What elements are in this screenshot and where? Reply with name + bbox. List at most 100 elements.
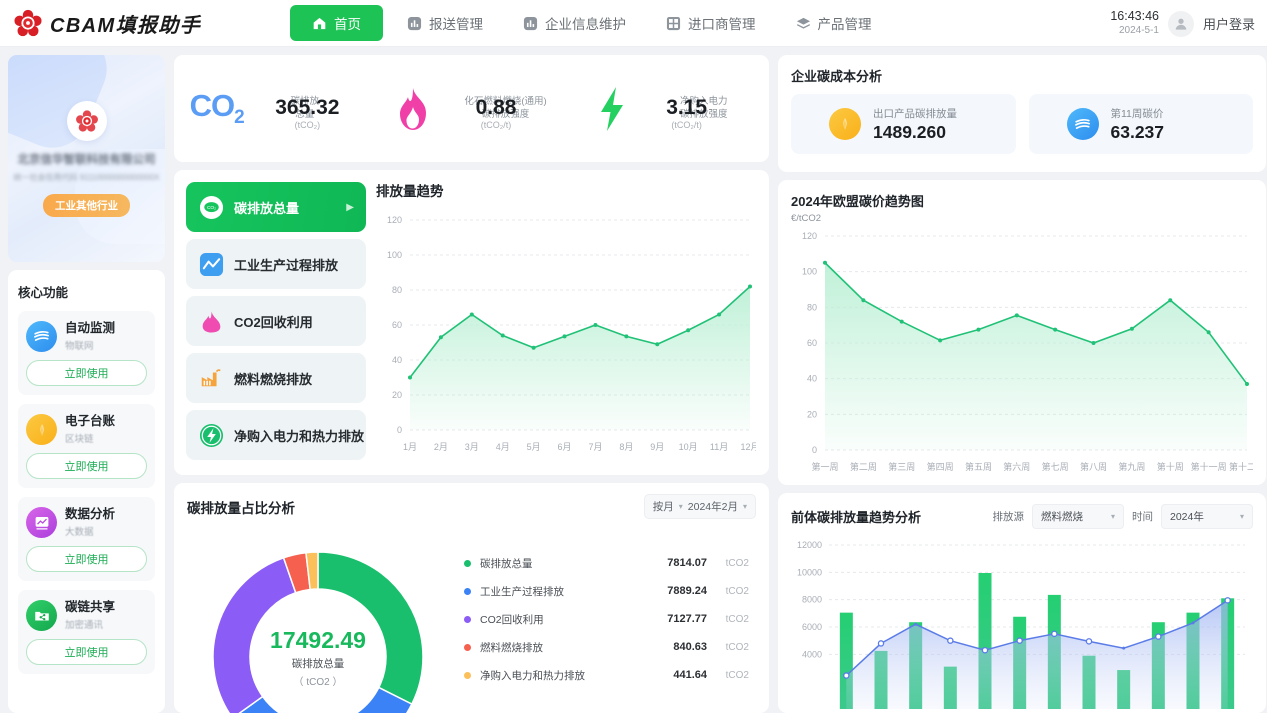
- cost-box-carbon-price: 第11周碳价 63.237: [1028, 94, 1253, 154]
- svg-text:80: 80: [807, 302, 817, 312]
- carbon-share-card: 碳排放量占比分析 按月 ▾ 2024年2月 ▾ 17492.49 碳排放总量 （…: [174, 483, 769, 713]
- time-value: 2024年: [1170, 511, 1204, 523]
- feature-name: 自动监测: [65, 321, 116, 336]
- kpi-label-line1: 净购入电力: [680, 95, 728, 107]
- industry-tag: 工业其他行业: [43, 194, 130, 217]
- feature-card-analytics[interactable]: 数据分析 大数据 立即使用: [18, 497, 155, 581]
- legend-unit: tCO2: [725, 585, 749, 597]
- tab-purchased-power[interactable]: 净购入电力和热力排放: [186, 410, 366, 460]
- source-value: 燃料燃烧: [1041, 511, 1083, 523]
- svg-text:20: 20: [392, 390, 402, 400]
- cost-label: 出口产品碳排放量: [873, 107, 957, 120]
- eu-chart-title: 2024年欧盟碳价趋势图: [791, 194, 924, 209]
- svg-text:8月: 8月: [619, 442, 633, 452]
- home-icon: [312, 16, 327, 31]
- nav-item-importer[interactable]: 进口商管理: [650, 6, 772, 40]
- legend-value: 840.63: [673, 641, 707, 653]
- eu-carbon-price-plot: 020406080100120第一周 第二周 第三周 第四周 第五周 第六周 第七周 第八周第…: [802, 231, 1253, 472]
- tab-total-emission[interactable]: CO₂ 碳排放总量 ▶: [186, 182, 366, 232]
- time-select[interactable]: 2024年 ▾: [1161, 504, 1253, 529]
- svg-text:第九周: 第九周: [1118, 461, 1145, 472]
- svg-text:120: 120: [802, 231, 817, 241]
- nav-item-report[interactable]: 报送管理: [391, 6, 499, 40]
- legend-value: 441.64: [673, 669, 707, 681]
- precursor-trend-plot: 4000 6000 8000 10000 12000: [797, 540, 1245, 709]
- kpi-fossil-intensity: 化石燃料燃烧(通用) 碳排放强度: [372, 87, 570, 131]
- legend-row[interactable]: 碳排放总量 7814.07 tCO2: [464, 549, 749, 577]
- svg-text:第一周: 第一周: [811, 461, 838, 472]
- nav-item-home[interactable]: 首页: [290, 5, 383, 41]
- svg-text:2月: 2月: [434, 442, 448, 452]
- feature-sub: 加密通讯: [65, 619, 104, 631]
- legend-color-dot: [464, 559, 471, 567]
- legend-value: 7814.07: [667, 557, 707, 569]
- core-features-card: 核心功能 自动监测 物联网 立即使用: [8, 270, 165, 713]
- svg-text:10月: 10月: [679, 442, 698, 452]
- lightning-icon: [584, 86, 640, 132]
- svg-text:第十二周: 第十二周: [1229, 461, 1253, 472]
- user-avatar-icon[interactable]: [1167, 10, 1194, 37]
- company-card: 北京信华智联科技有限公司 统一社会信用代码 91110000000000000X…: [8, 55, 165, 262]
- svg-text:6月: 6月: [558, 442, 572, 452]
- feature-card-carbon-chain[interactable]: 碳链共享 加密通讯 立即使用: [18, 590, 155, 674]
- svg-text:3月: 3月: [465, 442, 479, 452]
- tab-fuel-combustion[interactable]: 燃料燃烧排放: [186, 353, 366, 403]
- tab-label: 净购入电力和热力排放: [234, 428, 365, 444]
- feature-card-ledger[interactable]: 电子台账 区块链 立即使用: [18, 404, 155, 488]
- line-chart-icon: [198, 251, 224, 277]
- clock-time: 16:43:46: [1110, 9, 1159, 24]
- tab-label: 工业生产过程排放: [234, 257, 339, 273]
- share-folder-icon: [26, 600, 57, 631]
- feature-name: 数据分析: [65, 507, 116, 522]
- time-label: 时间: [1132, 511, 1153, 523]
- tab-co2-recycle[interactable]: CO2回收利用: [186, 296, 366, 346]
- report-icon: [407, 16, 422, 31]
- nav-item-enterprise-info[interactable]: 企业信息维护: [507, 6, 642, 40]
- source-select[interactable]: 燃料燃烧 ▾: [1032, 504, 1124, 529]
- feature-card-auto-monitor[interactable]: 自动监测 物联网 立即使用: [18, 311, 155, 395]
- svg-text:20: 20: [807, 409, 817, 419]
- svg-text:第二周: 第二周: [850, 461, 877, 472]
- feature-use-button[interactable]: 立即使用: [26, 360, 147, 386]
- nav-label: 进口商管理: [688, 17, 756, 32]
- legend-unit: tCO2: [725, 557, 749, 569]
- chevron-down-icon: ▾: [1239, 512, 1244, 521]
- nav-label: 企业信息维护: [545, 17, 626, 32]
- chart-title: 排放量趋势: [376, 184, 444, 199]
- clock: 16:43:46 2024-5-1: [1110, 9, 1159, 37]
- kpi-label-line1: 碳排放: [290, 95, 319, 107]
- wave-globe-icon: [1066, 108, 1099, 140]
- legend-row[interactable]: 工业生产过程排放 7889.24 tCO2: [464, 577, 749, 605]
- legend-unit: tCO2: [725, 641, 749, 653]
- legend-label: CO2回收利用: [480, 613, 544, 626]
- cost-value: 63.237: [1110, 121, 1165, 142]
- legend-row[interactable]: 净购入电力和热力排放 441.64 tCO2: [464, 661, 749, 689]
- svg-text:第五周: 第五周: [965, 461, 992, 472]
- tab-industrial-process[interactable]: 工业生产过程排放: [186, 239, 366, 289]
- feature-use-button[interactable]: 立即使用: [26, 453, 147, 479]
- nav-label: 产品管理: [817, 17, 872, 32]
- tab-label: CO2回收利用: [234, 314, 313, 330]
- feature-use-button[interactable]: 立即使用: [26, 639, 147, 665]
- power-icon: [198, 422, 224, 448]
- tab-label: 燃料燃烧排放: [234, 371, 313, 387]
- svg-text:0: 0: [397, 425, 402, 435]
- page-body: 北京信华智联科技有限公司 统一社会信用代码 91110000000000000X…: [0, 47, 1267, 713]
- legend-unit: tCO2: [725, 613, 749, 625]
- svg-text:4000: 4000: [802, 649, 822, 659]
- user-login-label[interactable]: 用户登录: [1202, 17, 1255, 32]
- kpi-label-line2: 碳排放强度: [481, 108, 530, 120]
- precursor-trend-card: 前体碳排放量趋势分析 排放源 燃料燃烧 ▾ 时间 2024年 ▾ 4000 600…: [778, 493, 1266, 713]
- legend-row[interactable]: 燃料燃烧排放 840.63 tCO2: [464, 633, 749, 661]
- svg-text:8000: 8000: [802, 595, 822, 605]
- feature-use-button[interactable]: 立即使用: [26, 546, 147, 572]
- svg-text:第十周: 第十周: [1157, 461, 1184, 472]
- kpi-label-line1: 化石燃料燃烧(通用): [464, 95, 547, 107]
- svg-text:100: 100: [387, 250, 402, 260]
- period-select[interactable]: 按月 ▾ 2024年2月 ▾: [643, 494, 756, 519]
- nav-item-product[interactable]: 产品管理: [780, 6, 888, 40]
- kpi-label-line2: 总量: [295, 108, 315, 120]
- legend-row[interactable]: CO2回收利用 7127.77 tCO2: [464, 605, 749, 633]
- pie-legend: 碳排放总量 7814.07 tCO2 工业生产过程排放 7889.24 tCO2 CO2回收…: [464, 549, 749, 689]
- grid-icon: [666, 16, 681, 31]
